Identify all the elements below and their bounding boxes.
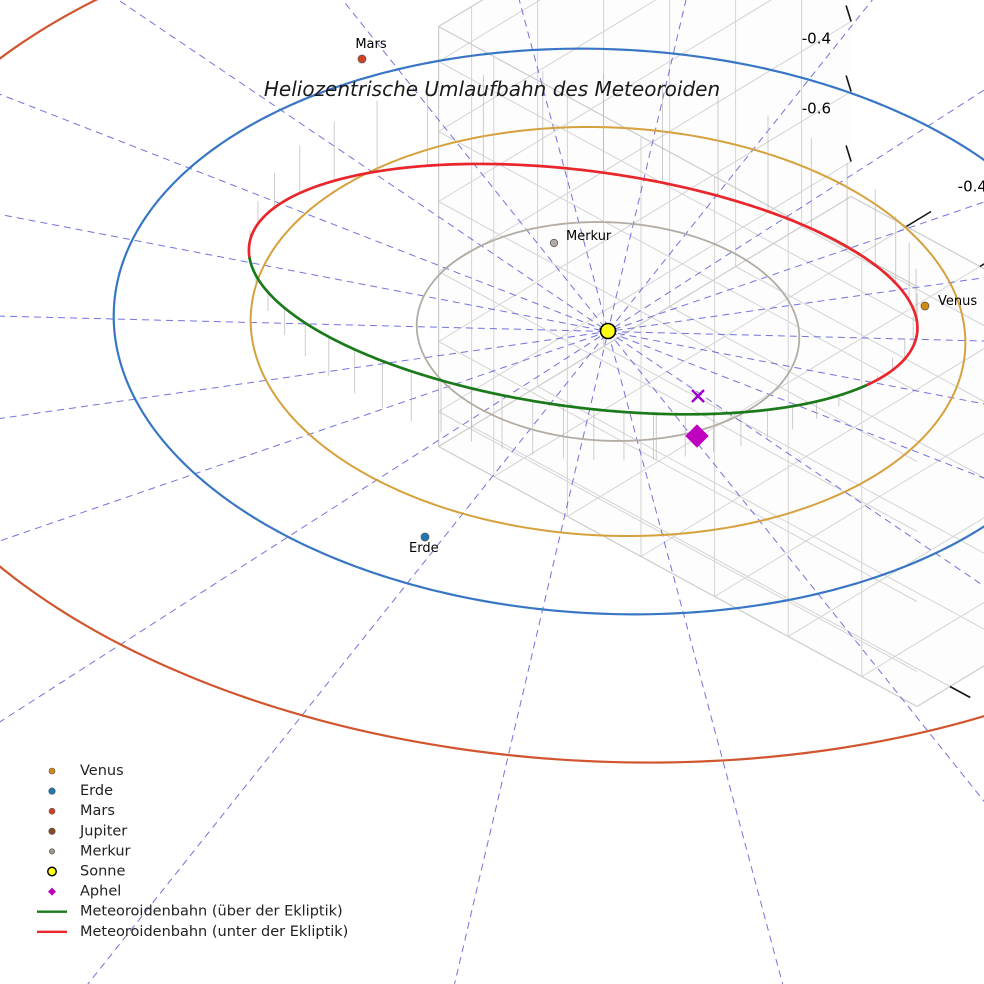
legend-label: Erde	[80, 783, 113, 799]
body-marker-merkur: Merkur	[549, 229, 612, 248]
perihel-x-marker	[691, 389, 705, 403]
legend-item[interactable]: Jupiter	[48, 823, 128, 839]
legend-marker-merkur	[48, 848, 56, 855]
axes-gridlines	[438, 0, 984, 687]
legend-label: Venus	[80, 763, 124, 779]
legend-item[interactable]: Erde	[48, 783, 113, 799]
legend-label: Mars	[80, 803, 115, 819]
legend-label: Meteoroidenbahn (unter der Ekliptik)	[80, 924, 348, 940]
legend: Venus Erde Mars Jupiter Merkur Sonne Aphel Mete…	[37, 763, 348, 940]
legend-marker-sonne	[47, 866, 57, 877]
body-marker-mars: Mars	[355, 37, 387, 64]
legend-marker-mars	[48, 807, 56, 815]
legend-marker-jupiter	[48, 827, 56, 835]
body-marker-venus: Venus	[920, 294, 977, 311]
aphel-marker	[685, 424, 709, 448]
z-tick-label: -0.4	[802, 30, 831, 48]
x-tick-label: -0.4	[958, 178, 984, 196]
legend-marker-erde	[48, 787, 56, 795]
legend-item[interactable]: Venus	[48, 763, 124, 779]
meteoroid-orbit	[247, 162, 919, 416]
legend-item[interactable]: Mars	[48, 803, 115, 819]
legend-marker-venus	[48, 767, 56, 775]
legend-label: Merkur	[80, 843, 131, 859]
planet-orbits	[0, 0, 984, 764]
body-label-mars: Mars	[355, 37, 387, 52]
legend-item[interactable]: Meteoroidenbahn (über der Ekliptik)	[37, 904, 343, 920]
legend-item[interactable]: Aphel	[48, 884, 121, 900]
legend-label: Aphel	[80, 884, 121, 900]
body-label-erde: Erde	[409, 541, 439, 556]
body-label-merkur: Merkur	[566, 229, 612, 244]
legend-label: Jupiter	[79, 823, 127, 839]
chart-title: Heliozentrische Umlaufbahn des Meteoroid…	[264, 77, 720, 101]
legend-item[interactable]: Meteoroidenbahn (unter der Ekliptik)	[37, 924, 348, 940]
z-tick-label: -0.6	[802, 100, 831, 118]
celestial-bodies: Venus Erde Mars Merkur	[355, 37, 977, 556]
body-marker-sonne	[599, 322, 617, 340]
legend-label: Sonne	[80, 864, 125, 880]
axes-pane-edges	[438, 0, 984, 708]
legend-label: Meteoroidenbahn (über der Ekliptik)	[80, 904, 343, 920]
legend-item[interactable]: Merkur	[48, 843, 131, 859]
legend-marker-aphel	[48, 887, 56, 896]
page-title: Heliozentrische Umlaufbahn des Meteoroid…	[264, 77, 720, 101]
body-marker-erde: Erde	[409, 532, 439, 556]
axis-ticks: -0.4-0.20.00.20.40.60.20.40.60.81.01.20.…	[802, 5, 984, 699]
body-label-venus: Venus	[938, 294, 977, 309]
legend-item[interactable]: Sonne	[47, 864, 126, 880]
